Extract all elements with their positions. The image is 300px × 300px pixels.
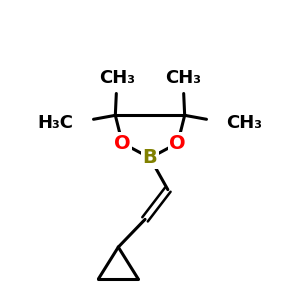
Text: O: O <box>169 134 186 153</box>
Text: CH₃: CH₃ <box>165 69 201 87</box>
Text: H₃C: H₃C <box>38 114 74 132</box>
Text: B: B <box>142 148 158 167</box>
Text: CH₃: CH₃ <box>99 69 135 87</box>
Text: O: O <box>114 134 130 153</box>
Text: CH₃: CH₃ <box>226 114 262 132</box>
